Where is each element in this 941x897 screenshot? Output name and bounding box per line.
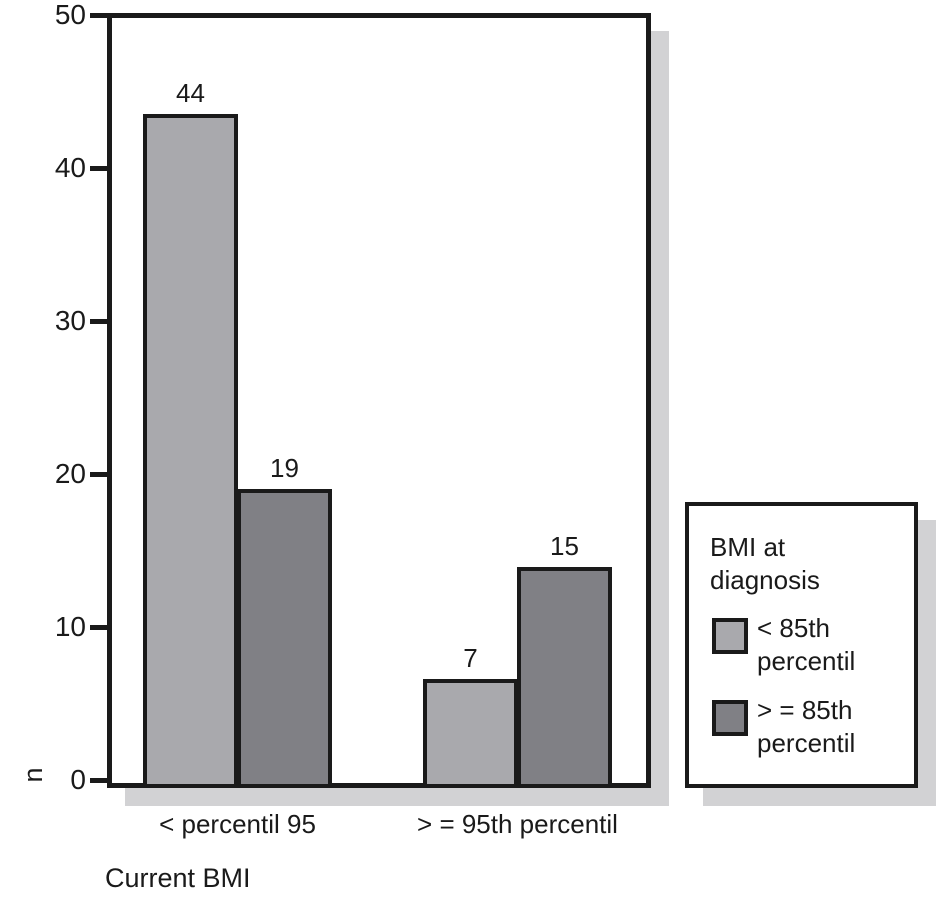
bar-value-label: 7 [463,643,478,674]
legend: BMI at diagnosis < 85th percentil > = 85… [685,502,918,788]
bar-series0-group1 [423,679,518,788]
x-axis-title: Current BMI [105,863,251,893]
legend-item-label: > = 85th percentil [757,695,856,758]
x-category-label: < percentil 95 [159,809,316,839]
y-tick-label: 0 [70,764,86,795]
bar-series1-group0 [237,489,332,788]
bar-value-label: 15 [550,531,579,562]
x-category-label: > = 95th percentil [417,809,618,839]
bar-series0-group0 [143,114,238,788]
y-tick-mark [90,165,107,171]
legend-swatch-light [712,618,748,654]
y-tick-label: 50 [54,0,86,30]
y-tick-label: 30 [54,305,86,336]
y-tick-mark [90,12,107,18]
y-tick-label: 40 [54,152,86,183]
bar-value-label: 44 [176,78,205,109]
y-tick-mark [90,777,107,783]
legend-title: BMI at diagnosis [710,532,820,595]
y-tick-mark [90,318,107,324]
y-tick-label: 20 [54,458,86,489]
legend-swatch-dark [712,700,748,736]
y-tick-label: 10 [54,611,86,642]
bar-value-label: 19 [270,453,299,484]
y-tick-mark [90,624,107,630]
y-axis-title: n [18,767,48,783]
bar-series1-group1 [517,567,612,788]
y-tick-mark [90,471,107,477]
legend-item-label: < 85th percentil [757,613,856,676]
